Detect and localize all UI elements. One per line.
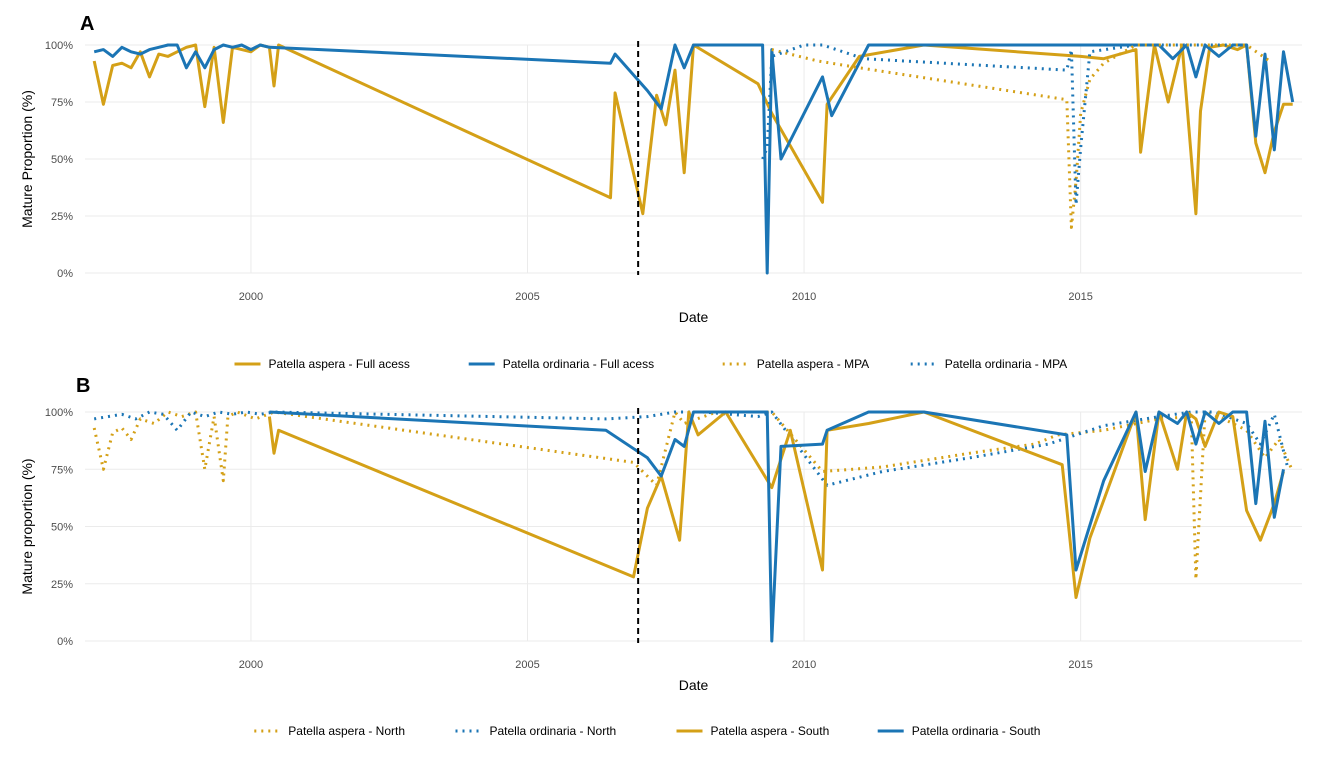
x-tick-label: 2015 — [1068, 291, 1092, 303]
panel-b: 0% 25% 50% 75% 100% 2000 2005 2010 2015 B Date Matu… — [19, 375, 1302, 693]
y-tick-label: 100% — [45, 40, 73, 52]
series-line-patella-ordinaria-north — [93, 410, 1290, 487]
series-line-patella-aspera-full-acess — [92, 43, 1293, 216]
series-line-patella-ordinaria-full-acess — [93, 43, 1295, 275]
y-tick-label: 25% — [51, 579, 73, 591]
x-tick-label: 2000 — [239, 659, 263, 671]
y-tick-label: 50% — [51, 522, 73, 534]
legend-label: Patella ordinaria - South — [912, 724, 1041, 738]
y-axis-title: Mature proportion (%) — [19, 458, 35, 594]
legend-label: Patella ordinaria - North — [490, 724, 617, 738]
legend: Patella aspera - Full acess Patella ordin… — [234, 357, 1067, 371]
legend-item: Patella aspera - Full acess — [234, 357, 410, 371]
series-line-patella-aspera-south — [267, 410, 1285, 599]
legend-item: Patella aspera - North — [254, 724, 405, 738]
y-tick-label: 75% — [51, 464, 73, 476]
x-tick-label: 2005 — [515, 291, 539, 303]
legend-label: Patella aspera - South — [711, 724, 830, 738]
y-tick-label: 75% — [51, 97, 73, 109]
legend-label: Patella ordinaria - MPA — [945, 357, 1067, 371]
y-tick-label: 25% — [51, 211, 73, 223]
legend-item: Patella ordinaria - MPA — [910, 357, 1067, 371]
y-axis-title: Mature Proportion (%) — [19, 90, 35, 228]
x-tick-label: 2005 — [515, 659, 539, 671]
series-line-patella-ordinaria-south — [269, 410, 1285, 643]
x-axis-title: Date — [679, 677, 709, 693]
y-tick-label: 50% — [51, 154, 73, 166]
y-tick-label: 0% — [57, 636, 73, 648]
panel-a: 0% 25% 50% 75% 100% 2000 2005 2010 2015 A Date Matu… — [19, 13, 1302, 325]
panel-tag: A — [80, 13, 94, 35]
legend: Patella aspera - North Patella ordinaria … — [254, 724, 1040, 738]
x-tick-label: 2010 — [792, 659, 816, 671]
legend-item: Patella ordinaria - South — [877, 724, 1041, 738]
x-axis-title: Date — [679, 309, 709, 325]
legend-label: Patella aspera - Full acess — [269, 357, 410, 371]
legend-item: Patella ordinaria - North — [455, 724, 617, 738]
y-tick-label: 100% — [45, 407, 73, 419]
panel-tag: B — [76, 375, 90, 397]
legend-item: Patella aspera - South — [676, 724, 830, 738]
series-line-patella-aspera-north — [92, 410, 1295, 581]
x-tick-label: 2000 — [239, 291, 263, 303]
legend-item: Patella aspera - MPA — [722, 357, 870, 371]
series-line-patella-ordinaria-mpa — [761, 43, 1247, 207]
legend-label: Patella ordinaria - Full acess — [503, 357, 654, 371]
legend-label: Patella aspera - North — [288, 724, 405, 738]
legend-label: Patella aspera - MPA — [757, 357, 870, 371]
x-tick-label: 2015 — [1068, 659, 1092, 671]
y-tick-label: 0% — [57, 268, 73, 280]
legend-item: Patella ordinaria - Full acess — [468, 357, 654, 371]
x-tick-label: 2010 — [792, 291, 816, 303]
